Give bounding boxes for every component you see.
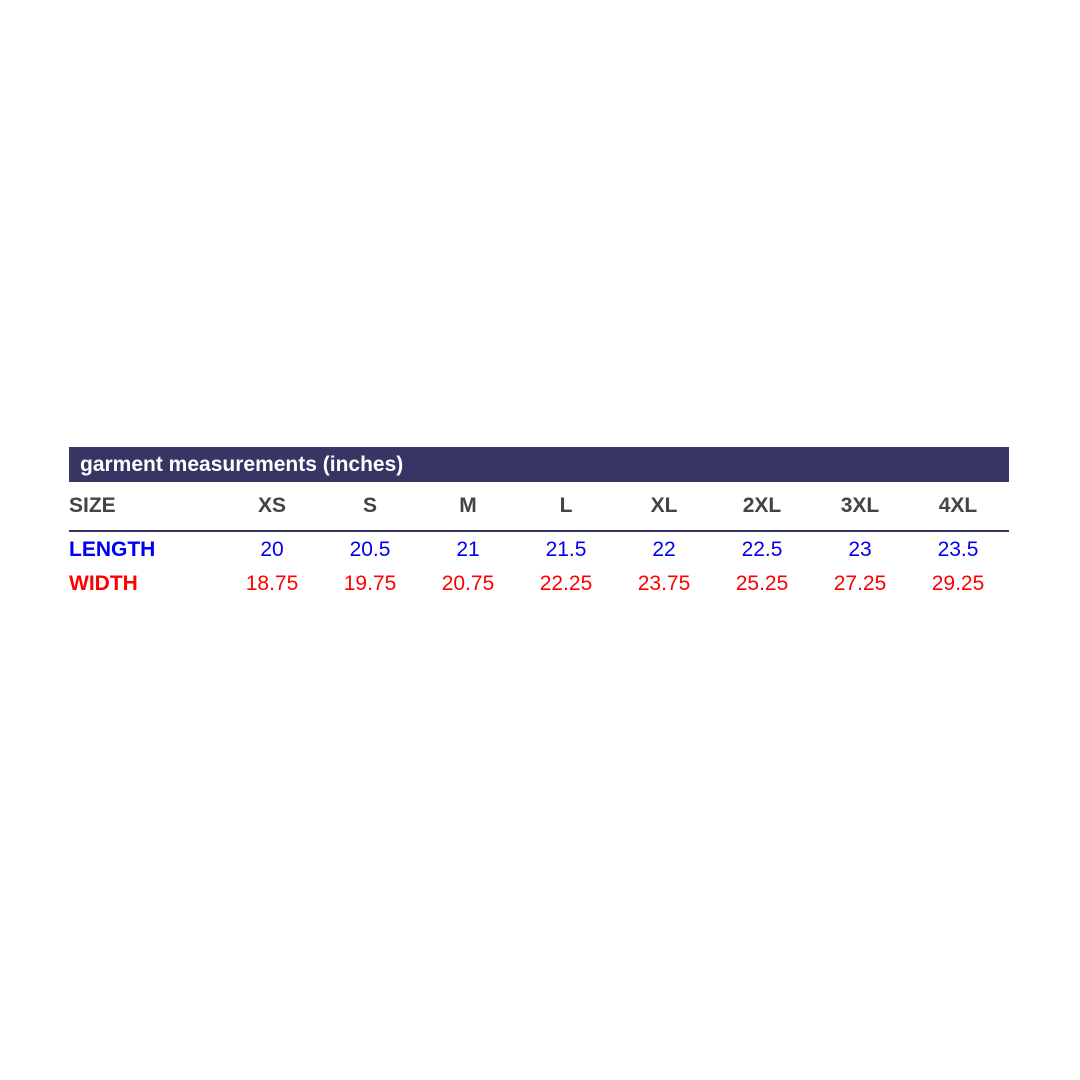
- table-cell: 22: [652, 538, 676, 561]
- table-cell: 25.25: [735, 572, 789, 595]
- header-cell: XL: [650, 494, 678, 517]
- table-cell: 18.75: [245, 572, 299, 595]
- size-table: garment measurements (inches) SIZE XS S M L X…: [69, 447, 1009, 601]
- header-cell: L: [559, 494, 573, 517]
- table-cell: 29.25: [931, 572, 985, 595]
- header-cell: 4XL: [938, 494, 978, 517]
- row-label: LENGTH: [69, 538, 156, 561]
- table-cell: 22.5: [741, 538, 783, 561]
- header-cell: 3XL: [840, 494, 880, 517]
- header-cell: M: [459, 494, 477, 517]
- row-label: WIDTH: [69, 572, 138, 595]
- header-cell: S: [362, 494, 377, 517]
- header-cell: XS: [257, 494, 286, 517]
- table-row: LENGTH 20 20.5 21 21.5 22 22.5 23 23.5: [69, 533, 1009, 567]
- table-cell: 20.5: [349, 538, 391, 561]
- header-row: SIZE XS S M L XL 2XL 3XL 4XL: [69, 482, 1009, 532]
- header-cell: 2XL: [742, 494, 782, 517]
- table-body: LENGTH 20 20.5 21 21.5 22 22.5 23 23.5 WIDTH 18.75…: [69, 533, 1009, 601]
- table-cell: 20.75: [441, 572, 495, 595]
- header-cell: SIZE: [69, 494, 116, 517]
- table-cell: 19.75: [343, 572, 397, 595]
- table-cell: 21.5: [545, 538, 587, 561]
- table-cell: 21: [456, 538, 480, 561]
- table-title: garment measurements (inches): [69, 447, 1009, 482]
- table-cell: 23.75: [637, 572, 691, 595]
- table-cell: 20: [260, 538, 284, 561]
- table-cell: 23: [848, 538, 872, 561]
- table-cell: 27.25: [833, 572, 887, 595]
- table-cell: 23.5: [937, 538, 979, 561]
- table-cell: 22.25: [539, 572, 593, 595]
- table-row: WIDTH 18.75 19.75 20.75 22.25 23.75 25.25 27.25…: [69, 567, 1009, 601]
